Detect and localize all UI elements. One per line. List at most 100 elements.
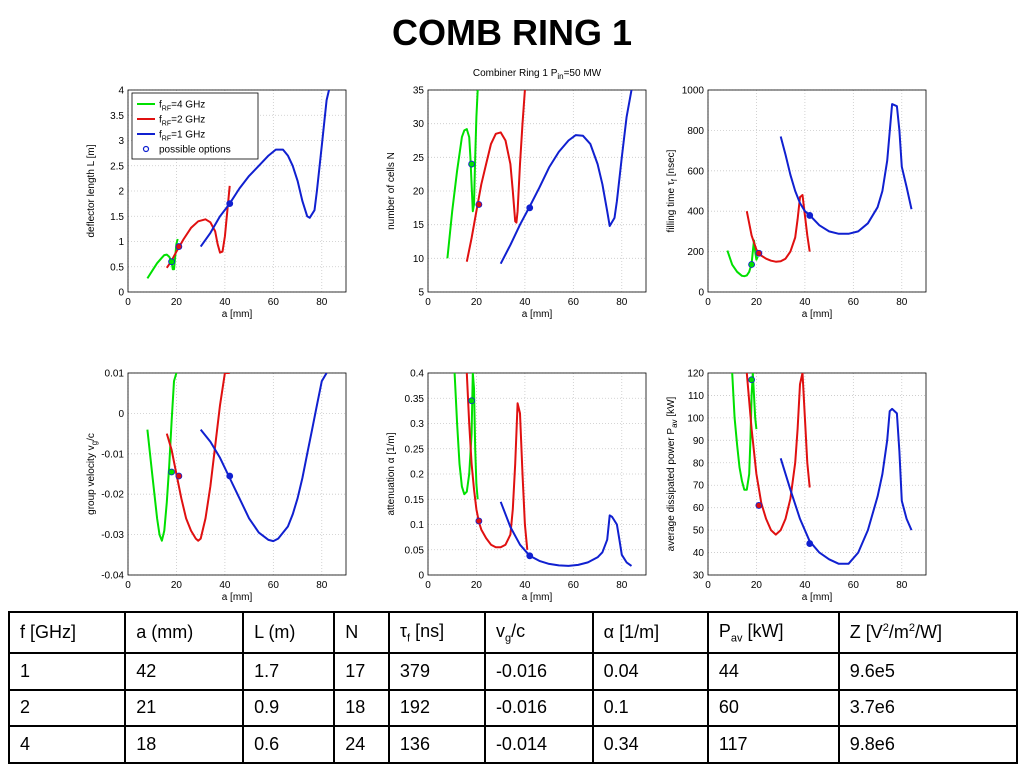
y-tick-label: 0 [418,571,424,582]
header-z-sup1: 2 [882,621,889,634]
y-tick-label: 0 [698,288,704,299]
header-filling-time: τf [ns] [387,611,486,654]
header-tau-subscript: f [407,632,411,645]
y-tick-label: 0 [118,288,124,299]
x-tick-label: 40 [219,580,231,591]
series-line-f2 [165,373,230,542]
table-cell: 2 [7,688,127,728]
y-axis-label: group velocity vg/c [86,433,99,515]
x-tick-label: 60 [848,297,860,308]
table-cell: 18 [124,725,245,764]
series-line-f4 [731,373,758,491]
option-marker-f1 [526,552,534,560]
x-axis-label: a [mm] [522,592,553,603]
header-aperture-text: a (mm) [136,621,194,642]
table-cell: 17 [333,651,390,691]
header-power-symbol: P [718,620,731,641]
y-axis-label: filling time τf [nsec] [666,149,679,232]
chart-dissipated-power: 0 20 40 60 80 30 40 50 60 70 80 90 100 110 120 a [mm] av… [666,369,927,603]
legend-label: possible options [159,145,231,156]
y-tick-label: 4 [118,86,124,97]
option-marker-f4 [468,397,475,405]
y-tick-label: 0.4 [410,369,424,380]
y-tick-label: 0 [118,409,124,420]
legend-label-main: possible options [159,145,231,156]
header-length-text: L (m) [254,621,296,642]
y-tick-label: 30 [413,119,425,130]
y-tick-label: 15 [413,220,425,231]
y-tick-label: 25 [413,153,425,164]
y-axis-label-sub: g [90,441,99,445]
header-z-sup2: 2 [908,621,916,634]
legend-label-post: =4 GHz [171,100,205,111]
series-line-f4 [726,239,759,278]
table-cell: 0.9 [242,688,336,728]
legend-label: fRF=1 GHz [159,130,205,143]
y-tick-label: 1.5 [110,212,124,223]
y-tick-label: 0.01 [105,369,125,380]
table-cell: 117 [706,725,840,764]
y-axis-label-main: deflector length L [m] [86,144,97,237]
x-tick-label: 20 [471,297,483,308]
series-line-f1 [499,90,633,265]
y-axis-label: deflector length L [m] [86,144,97,237]
series-line-f4 [453,373,479,500]
table-cell: 0.6 [242,725,336,764]
option-marker-f4 [468,160,475,168]
y-tick-label: 0.25 [405,444,425,455]
y-tick-label: 800 [687,126,704,137]
y-tick-label: 5 [418,288,424,299]
legend-label-post: =1 GHz [171,130,205,141]
option-marker-f1 [806,212,814,219]
y-tick-label: 60 [693,503,705,514]
option-marker-f2 [475,201,483,208]
x-tick-label: 20 [171,580,183,591]
y-tick-label: 3.5 [110,111,124,122]
table-cell: 192 [387,688,486,728]
y-tick-label: 2 [118,187,124,198]
header-z-mid: /m [888,621,909,642]
legend-label: fRF=4 GHz [159,100,205,113]
y-axis-label: average dissipated power Pav [kW] [666,396,679,551]
y-axis-label: attenuation α [1/m] [386,432,397,515]
x-tick-label: 0 [705,297,711,308]
series-line-f4 [446,90,479,259]
y-tick-label: 110 [688,391,704,402]
y-axis-label-main: average dissipated power P [666,428,677,552]
x-tick-label: 60 [268,297,280,308]
y-axis-label-main: number of cells N [386,152,397,230]
y-axis-label: number of cells N [386,152,397,230]
series-line-f1 [199,90,330,248]
x-axis-label: a [mm] [802,592,833,603]
legend-label-main: f [159,115,162,126]
header-vg-subscript: g [504,632,512,645]
table-cell: 379 [387,651,486,691]
plot-area [128,373,346,575]
y-axis-label-main: group velocity v [86,445,97,514]
option-marker-f4 [748,376,755,384]
header-impedance: Z [V2/m2/W] [837,611,1019,654]
header-tau-unit: [ns] [410,620,445,641]
header-vg-symbol: v [495,620,505,641]
x-tick-label: 40 [799,297,811,308]
x-tick-label: 80 [316,580,328,591]
table-cell: 136 [387,725,486,764]
header-aperture: a (mm) [124,611,245,654]
option-marker-f1 [226,200,234,208]
option-marker-f1 [806,540,814,547]
series-group [726,103,913,278]
y-tick-label: 120 [687,369,704,380]
y-tick-label: 90 [693,436,705,447]
table-cell: 9.6e5 [837,651,1019,691]
series-line-f2 [465,373,529,550]
y-tick-label: -0.02 [101,490,124,501]
x-axis-label: a [mm] [522,309,553,320]
x-tick-label: 0 [705,580,711,591]
chart-deflector-length: 0 20 40 60 80 0 0.5 1 1.5 2 2.5 3 3.5 4 a [mm] deflecto… [86,86,347,320]
plot-frame [707,372,927,576]
option-marker-f2 [175,472,183,480]
y-axis-label-post: [kW] [666,396,677,419]
series-line-f4 [146,373,178,542]
